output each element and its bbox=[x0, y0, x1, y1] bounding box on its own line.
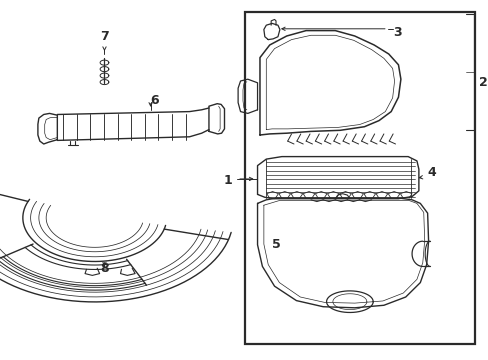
Text: 7: 7 bbox=[100, 30, 109, 42]
Bar bbox=[245, 12, 474, 344]
Text: 6: 6 bbox=[150, 94, 159, 107]
Text: 1: 1 bbox=[223, 174, 232, 186]
Text: 3: 3 bbox=[393, 26, 402, 39]
Text: 2: 2 bbox=[478, 76, 487, 89]
Text: 5: 5 bbox=[271, 238, 280, 251]
Text: 4: 4 bbox=[427, 166, 435, 179]
Text: 8: 8 bbox=[100, 262, 108, 275]
